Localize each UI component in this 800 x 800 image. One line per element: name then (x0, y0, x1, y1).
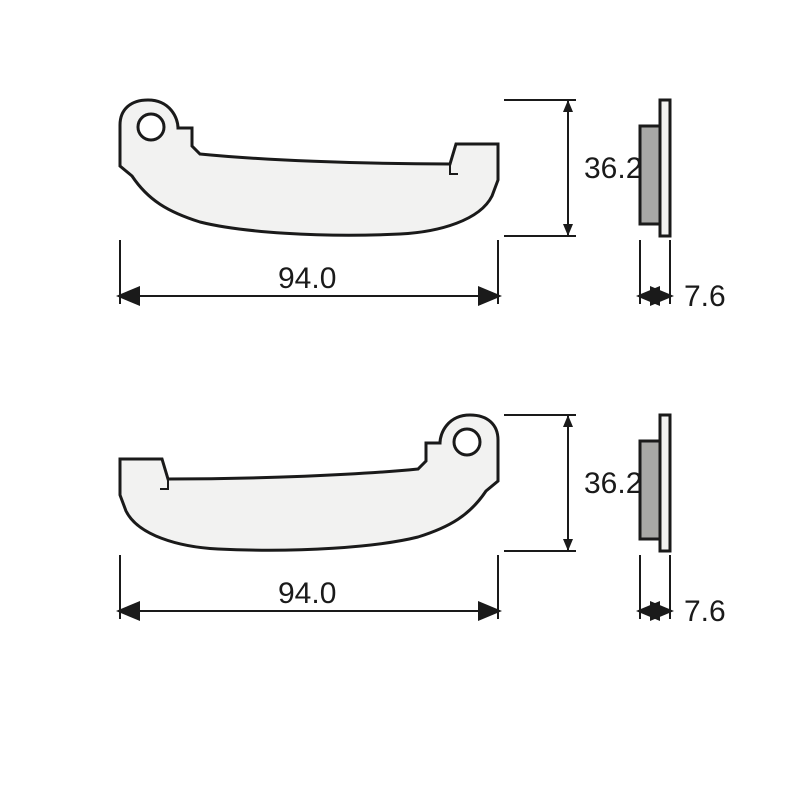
dim-bottom-width-label: 94.0 (278, 577, 336, 610)
dim-bottom-thickness-label: 7.6 (684, 595, 726, 628)
pad-bottom-front (120, 415, 498, 550)
dim-bottom-height: 36.2 (504, 415, 642, 551)
dim-bottom-thickness: 7.6 (640, 555, 726, 628)
dim-top-thickness: 7.6 (640, 240, 726, 313)
dim-bottom-height-label: 36.2 (584, 467, 642, 500)
dim-bottom-width: 94.0 (120, 555, 498, 619)
dim-top-height: 36.2 (504, 100, 642, 236)
dim-top-width-label: 94.0 (278, 262, 336, 295)
pad-top-hole (138, 114, 164, 140)
dim-top-height-label: 36.2 (584, 152, 642, 185)
dim-top-thickness-label: 7.6 (684, 280, 726, 313)
dim-top-width: 94.0 (120, 240, 498, 304)
pad-top-side (640, 100, 670, 236)
pad-bottom-side (640, 415, 670, 551)
pad-bottom-hole (454, 429, 480, 455)
technical-drawing: 94.0 36.2 7.6 94.0 3 (0, 0, 800, 800)
pad-top-group: 94.0 36.2 7.6 (120, 100, 726, 313)
pad-top-front (120, 100, 498, 235)
pad-bottom-group: 94.0 36.2 7.6 (120, 415, 726, 628)
